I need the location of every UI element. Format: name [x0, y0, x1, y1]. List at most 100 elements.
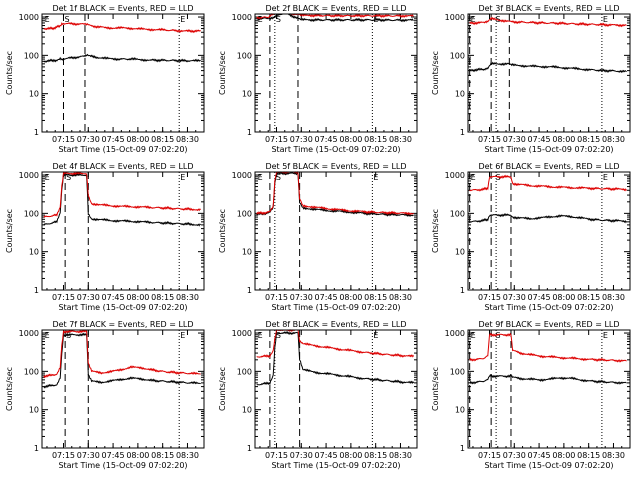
series-line-events — [469, 213, 628, 224]
marker-label: S — [495, 331, 500, 340]
x-tick-label: 08:15 — [364, 451, 387, 460]
x-tick-label: 07:15 — [52, 451, 75, 460]
chart-title: Det 8f BLACK = Events, RED = LLD — [265, 320, 406, 329]
plot-frame — [41, 13, 205, 133]
x-tick-label: 08:00 — [126, 293, 149, 302]
x-tick-label: 08:00 — [339, 451, 362, 460]
x-tick-label: 07:45 — [102, 451, 125, 460]
series-line-events — [256, 330, 415, 386]
x-tick-label: 08:30 — [602, 451, 625, 460]
marker-label: E — [180, 15, 185, 24]
y-tick-label: 100 — [24, 209, 39, 218]
y-tick-label: 100 — [24, 367, 39, 376]
x-axis-label: Start Time (15-Oct-09 07:02:20) — [484, 145, 613, 154]
marker-label: E — [180, 173, 185, 182]
y-tick-label: 100 — [237, 51, 252, 60]
x-axis-label: Start Time (15-Oct-09 07:02:20) — [58, 145, 187, 154]
x-axis-label: Start Time (15-Oct-09 07:02:20) — [271, 303, 400, 312]
plot-frame — [467, 171, 631, 291]
y-tick-label: 1 — [247, 286, 252, 295]
y-axis-label: Counts/sec — [5, 209, 14, 253]
marker-label: S — [276, 15, 281, 24]
y-tick-label: 100 — [450, 209, 465, 218]
x-tick-label: 07:30 — [290, 293, 313, 302]
x-tick-label: 08:30 — [176, 451, 199, 460]
x-tick-label: 07:45 — [528, 451, 551, 460]
x-tick-label: 08:15 — [364, 135, 387, 144]
series-line-events — [469, 61, 627, 74]
x-tick-label: 07:15 — [52, 135, 75, 144]
marker-label: S — [495, 173, 500, 182]
x-tick-label: 07:30 — [503, 451, 526, 460]
x-tick-label: 07:30 — [77, 293, 100, 302]
x-tick-label: 07:15 — [265, 451, 288, 460]
y-tick-label: 1 — [34, 444, 39, 453]
plot-frame — [41, 329, 205, 449]
chart-title: Det 7f BLACK = Events, RED = LLD — [52, 320, 193, 329]
y-tick-label: 1 — [34, 128, 39, 137]
x-tick-label: 08:30 — [389, 293, 412, 302]
x-axis-label: Start Time (15-Oct-09 07:02:20) — [58, 303, 187, 312]
x-tick-label: 07:45 — [528, 293, 551, 302]
x-tick-label: 07:15 — [52, 293, 75, 302]
y-tick-label: 1000 — [232, 13, 252, 22]
chart-panel-6: Det 6f BLACK = Events, RED = LLD Counts/s… — [431, 162, 631, 312]
series-line-events — [43, 172, 202, 227]
x-tick-label: 08:15 — [577, 135, 600, 144]
x-tick-label: 08:30 — [176, 135, 199, 144]
y-tick-label: 1000 — [232, 171, 252, 180]
x-tick-label: 08:15 — [577, 451, 600, 460]
y-tick-label: 1000 — [232, 329, 252, 338]
x-tick-label: 08:15 — [151, 451, 174, 460]
x-tick-label: 07:30 — [77, 135, 100, 144]
plot-frame — [254, 329, 418, 449]
x-tick-label: 07:30 — [290, 135, 313, 144]
chart-title: Det 6f BLACK = Events, RED = LLD — [478, 162, 619, 171]
x-tick-label: 08:00 — [126, 451, 149, 460]
y-tick-label: 10 — [455, 406, 465, 415]
marker-label: E — [603, 15, 608, 24]
y-axis-label: Counts/sec — [218, 367, 227, 411]
chart-panel-3: Det 3f BLACK = Events, RED = LLD Counts/s… — [431, 4, 631, 154]
x-tick-label: 07:45 — [315, 293, 338, 302]
x-axis-label: Start Time (15-Oct-09 07:02:20) — [484, 303, 613, 312]
x-tick-label: 08:00 — [552, 293, 575, 302]
y-tick-label: 1 — [460, 444, 465, 453]
x-tick-label: 08:15 — [151, 293, 174, 302]
x-tick-label: 08:15 — [364, 293, 387, 302]
y-tick-label: 10 — [455, 248, 465, 257]
chart-panel-4: Det 4f BLACK = Events, RED = LLD Counts/s… — [5, 162, 205, 312]
marker-label: E — [603, 173, 608, 182]
chart-panel-2: Det 2f BLACK = Events, RED = LLD Counts/s… — [218, 4, 418, 154]
series-line-lld — [469, 332, 627, 363]
x-tick-label: 08:30 — [389, 135, 412, 144]
y-tick-label: 1 — [460, 286, 465, 295]
y-tick-label: 1000 — [19, 329, 39, 338]
y-tick-label: 1000 — [445, 13, 465, 22]
x-tick-label: 07:15 — [478, 451, 501, 460]
x-tick-label: 07:45 — [315, 135, 338, 144]
marker-label: E — [258, 331, 263, 340]
y-tick-label: 100 — [237, 367, 252, 376]
series-line-lld — [43, 171, 201, 218]
y-axis-label: Counts/sec — [218, 209, 227, 253]
chart-panel-5: Det 5f BLACK = Events, RED = LLD Counts/s… — [218, 162, 418, 312]
x-tick-label: 07:15 — [478, 293, 501, 302]
y-tick-label: 10 — [29, 248, 39, 257]
marker-label: E — [373, 331, 378, 340]
series-line-lld — [469, 174, 628, 192]
marker-label: S — [276, 173, 281, 182]
y-tick-label: 1000 — [445, 329, 465, 338]
chart-title: Det 4f BLACK = Events, RED = LLD — [52, 162, 193, 171]
x-tick-label: 08:30 — [602, 135, 625, 144]
y-tick-label: 10 — [29, 406, 39, 415]
x-tick-label: 07:15 — [478, 135, 501, 144]
marker-label: S — [66, 173, 71, 182]
x-tick-label: 07:30 — [503, 135, 526, 144]
chart-title: Det 1f BLACK = Events, RED = LLD — [52, 4, 193, 13]
x-tick-label: 07:45 — [315, 451, 338, 460]
x-axis-label: Start Time (15-Oct-09 07:02:20) — [271, 145, 400, 154]
marker-label: E — [471, 15, 476, 24]
marker-label: E — [45, 15, 50, 24]
y-tick-label: 100 — [24, 51, 39, 60]
